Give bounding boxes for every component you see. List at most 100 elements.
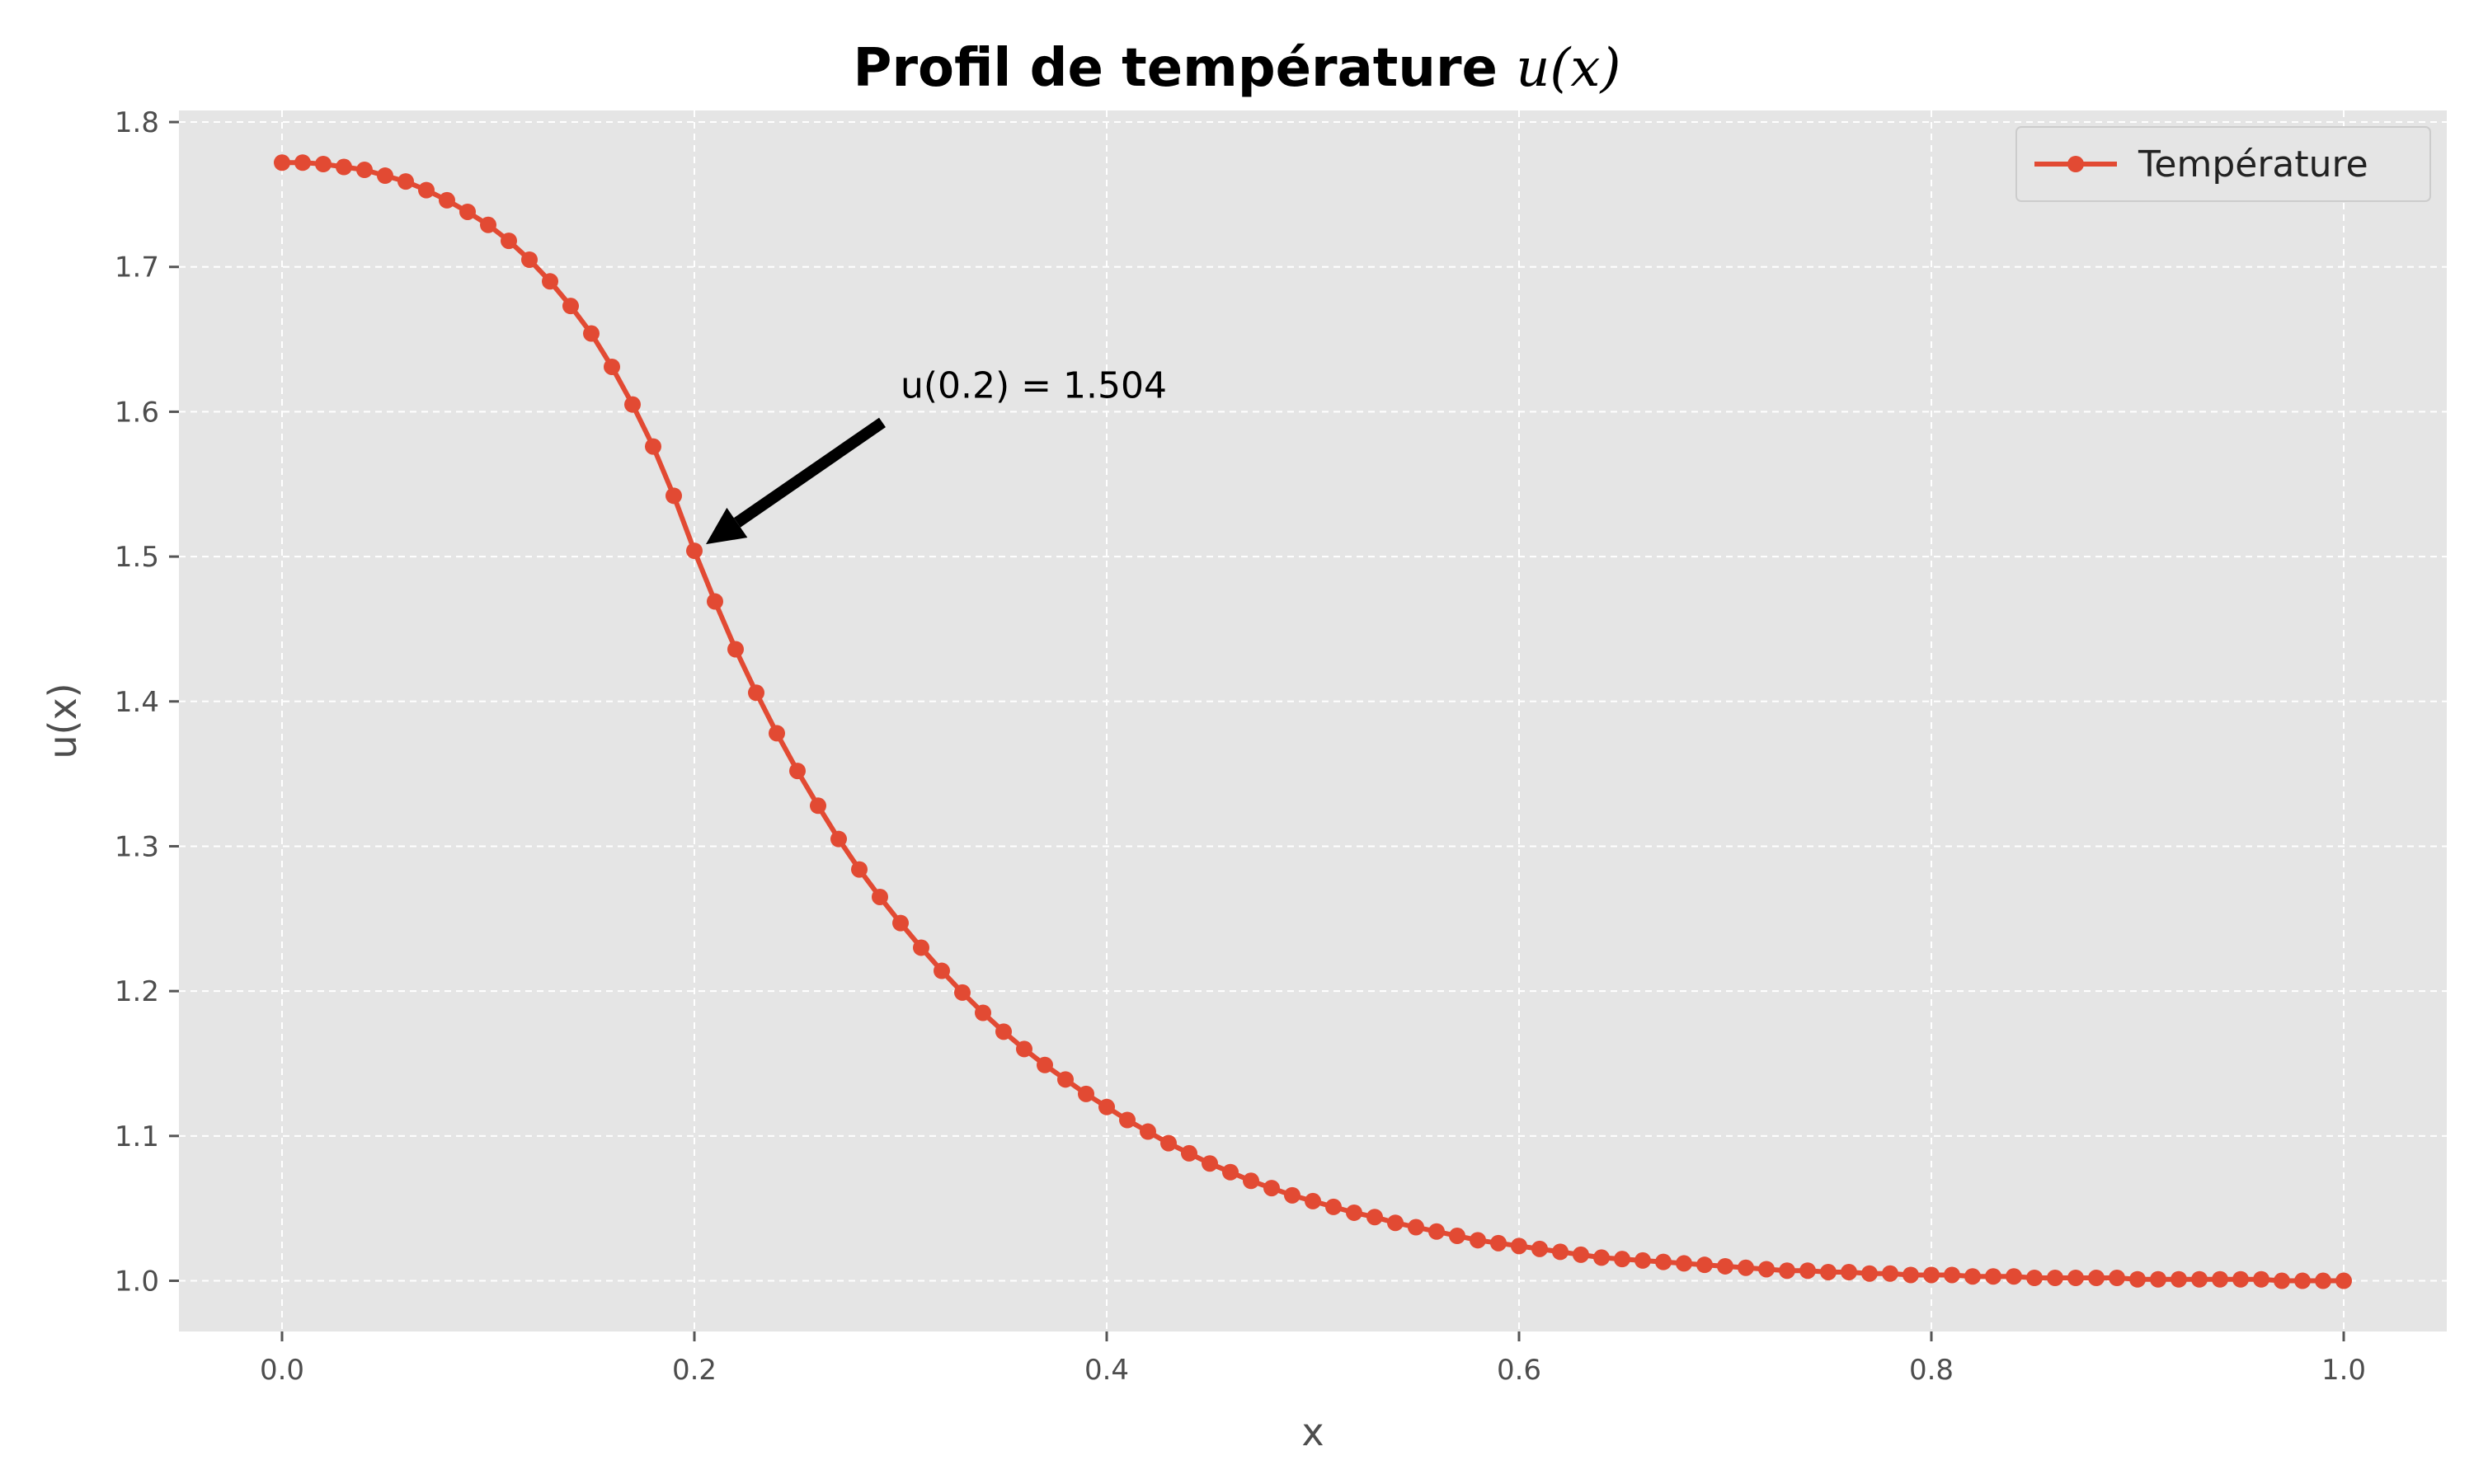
- y-tick-label: 1.6: [115, 396, 159, 429]
- data-point: [1470, 1232, 1486, 1249]
- data-point: [1779, 1262, 1795, 1280]
- data-point: [1181, 1144, 1197, 1162]
- data-point: [1490, 1234, 1507, 1252]
- y-axis-label: u(x): [40, 683, 85, 758]
- data-point: [686, 542, 703, 560]
- data-point: [480, 216, 496, 233]
- data-point: [1634, 1252, 1651, 1269]
- data-point: [1387, 1214, 1404, 1232]
- data-point: [583, 325, 600, 342]
- data-point: [336, 158, 352, 176]
- y-tick-label: 1.3: [115, 830, 159, 863]
- data-point: [459, 203, 476, 220]
- data-point: [1346, 1204, 1362, 1221]
- axis-ticks: 0.0 0.2 0.4 0.6 0.8 1.0 1.0 1.1 1.2 1.3 1.4 1.5 1.6 1…: [115, 106, 2366, 1387]
- data-point: [645, 438, 661, 455]
- data-point: [1717, 1257, 1733, 1275]
- data-point: [1037, 1056, 1053, 1073]
- data-point: [1119, 1111, 1136, 1129]
- data-point: [1758, 1261, 1775, 1278]
- chart-title-text: Profil de température: [854, 38, 1498, 99]
- legend: Température: [2015, 126, 2431, 202]
- data-point: [2006, 1268, 2022, 1285]
- data-point: [1078, 1085, 1094, 1102]
- data-point: [934, 962, 950, 979]
- data-point: [1655, 1253, 1672, 1270]
- data-point: [377, 167, 393, 185]
- data-point: [1696, 1256, 1713, 1274]
- data-point: [1160, 1134, 1177, 1152]
- data-point: [2150, 1270, 2166, 1288]
- y-tick-label: 1.8: [115, 106, 159, 139]
- y-tick-label: 1.2: [115, 975, 159, 1008]
- chart-title-math: u(x): [1516, 38, 1620, 99]
- data-point: [2026, 1269, 2043, 1286]
- data-point: [830, 830, 847, 848]
- data-point: [356, 162, 373, 179]
- y-tick-label: 1.5: [115, 541, 159, 574]
- data-point: [1222, 1163, 1239, 1181]
- data-point: [2047, 1269, 2063, 1286]
- x-tick-label: 1.0: [2321, 1354, 2366, 1387]
- data-point: [1593, 1249, 1610, 1266]
- data-point: [769, 725, 785, 742]
- y-tick-label: 1.4: [115, 686, 159, 719]
- data-point: [872, 888, 888, 905]
- data-point: [1366, 1209, 1383, 1226]
- data-point: [2191, 1270, 2208, 1288]
- legend-point-marker: [2067, 156, 2084, 172]
- data-point: [2315, 1272, 2331, 1289]
- data-point: [542, 273, 558, 290]
- data-point: [1202, 1155, 1218, 1172]
- data-point: [1428, 1223, 1445, 1240]
- data-point: [439, 191, 455, 209]
- plot-area: [179, 110, 2447, 1331]
- data-point: [1614, 1251, 1630, 1268]
- data-point: [1243, 1172, 1259, 1190]
- x-axis-label: x: [1301, 1410, 1324, 1454]
- data-point: [624, 396, 641, 413]
- legend-entry-temperature: Température: [2138, 143, 2368, 186]
- annotation-label: u(0.2) = 1.504: [901, 364, 1167, 406]
- grid: [179, 110, 2447, 1331]
- data-point: [2253, 1270, 2269, 1288]
- data-point: [2232, 1270, 2249, 1288]
- data-point: [707, 593, 723, 610]
- annotation: u(0.2) = 1.504: [706, 364, 1167, 545]
- data-point: [1820, 1263, 1837, 1280]
- data-point: [1016, 1040, 1032, 1058]
- data-point: [1923, 1266, 1940, 1284]
- data-point: [1944, 1266, 1960, 1284]
- data-point: [397, 173, 414, 190]
- x-tick-label: 0.6: [1497, 1354, 1541, 1387]
- data-point: [1573, 1246, 1589, 1263]
- data-point: [892, 914, 909, 932]
- data-point: [1676, 1255, 1692, 1272]
- data-point: [1903, 1266, 1919, 1284]
- data-point: [1985, 1268, 2001, 1285]
- data-point: [2335, 1272, 2352, 1289]
- x-tick-label: 0.8: [1909, 1354, 1954, 1387]
- data-point: [995, 1023, 1012, 1040]
- data-point: [315, 156, 332, 173]
- data-point: [1531, 1240, 1548, 1257]
- data-point: [727, 641, 744, 658]
- data-point: [1799, 1262, 1816, 1280]
- data-point: [666, 487, 682, 505]
- data-point: [562, 298, 579, 315]
- data-point: [2067, 1269, 2084, 1286]
- data-point: [1057, 1071, 1074, 1088]
- data-point: [1964, 1268, 1981, 1285]
- data-point: [1408, 1219, 1424, 1236]
- data-point: [2212, 1270, 2228, 1288]
- data-point: [2088, 1269, 2105, 1286]
- data-point: [1325, 1198, 1342, 1215]
- data-point: [418, 181, 435, 199]
- data-point: [954, 984, 971, 1001]
- chart-title: Profil de température u(x): [854, 38, 1621, 99]
- data-point: [1449, 1228, 1465, 1245]
- y-tick-label: 1.7: [115, 251, 159, 284]
- data-point: [604, 358, 620, 375]
- data-point: [1882, 1265, 1898, 1282]
